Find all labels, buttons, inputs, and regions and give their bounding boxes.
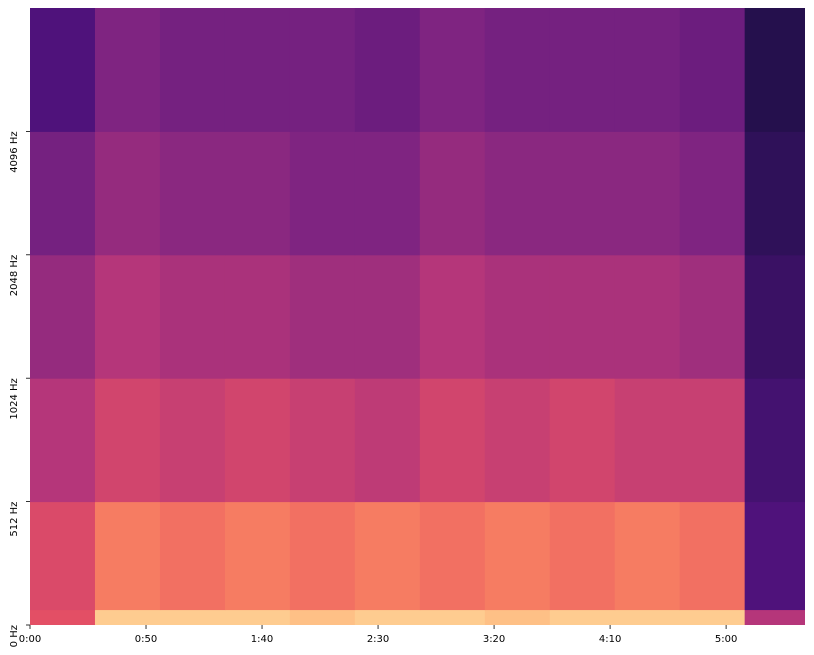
cell <box>484 609 551 625</box>
cell <box>354 609 421 625</box>
cell <box>484 8 551 132</box>
cell <box>549 378 616 503</box>
cell <box>224 501 291 611</box>
cell <box>614 378 681 503</box>
cell <box>484 131 551 256</box>
cell <box>419 609 486 625</box>
cell <box>419 131 486 256</box>
cell <box>30 8 96 132</box>
cell <box>419 378 486 503</box>
cell <box>679 378 746 503</box>
cell <box>614 8 681 132</box>
cell <box>159 609 226 625</box>
cell <box>30 378 96 503</box>
cell <box>354 378 421 503</box>
cell <box>30 254 96 379</box>
cell <box>679 254 746 379</box>
cell <box>419 254 486 379</box>
cell <box>159 378 226 503</box>
cell <box>484 378 551 503</box>
cell <box>419 501 486 611</box>
y-tick-label: 0 Hz <box>9 625 20 647</box>
cell <box>94 609 161 625</box>
cell <box>224 131 291 256</box>
cell <box>614 131 681 256</box>
x-tick-label: 0:00 <box>19 634 41 645</box>
cell <box>549 254 616 379</box>
cell <box>614 254 681 379</box>
cell <box>614 501 681 611</box>
cell <box>224 8 291 132</box>
cell <box>289 254 356 379</box>
cell <box>159 254 226 379</box>
cell <box>679 131 746 256</box>
cell <box>744 609 805 625</box>
cell <box>549 501 616 611</box>
cell <box>744 8 805 132</box>
x-tick-label: 4:10 <box>599 634 621 645</box>
cell <box>679 609 746 625</box>
cell <box>744 378 805 503</box>
cell <box>289 131 356 256</box>
cell <box>224 378 291 503</box>
cell <box>289 609 356 625</box>
y-tick-label: 2048 Hz <box>9 255 20 296</box>
cell <box>289 8 356 132</box>
y-tick-label: 1024 Hz <box>9 378 20 419</box>
cell <box>159 131 226 256</box>
cell <box>354 8 421 132</box>
cell <box>289 501 356 611</box>
cell <box>159 8 226 132</box>
cell <box>94 254 161 379</box>
cell <box>744 254 805 379</box>
cell <box>30 501 96 611</box>
cell <box>94 8 161 132</box>
cell <box>549 609 616 625</box>
cell <box>30 609 96 625</box>
cell <box>679 501 746 611</box>
cell <box>159 501 226 611</box>
cell <box>354 131 421 256</box>
x-tick-label: 2:30 <box>367 634 389 645</box>
cell <box>224 254 291 379</box>
cell <box>224 609 291 625</box>
x-tick-label: 0:50 <box>135 634 157 645</box>
spectrogram <box>30 8 805 625</box>
cell <box>549 131 616 256</box>
cell <box>614 609 681 625</box>
cell <box>354 254 421 379</box>
cell <box>94 378 161 503</box>
cell <box>484 254 551 379</box>
y-tick-label: 512 Hz <box>9 502 20 537</box>
cell <box>484 501 551 611</box>
cell <box>94 501 161 611</box>
cell <box>354 501 421 611</box>
cell <box>679 8 746 132</box>
y-tick-label: 4096 Hz <box>9 131 20 172</box>
cell <box>744 501 805 611</box>
cell <box>289 378 356 503</box>
x-tick-label: 5:00 <box>715 634 737 645</box>
cell <box>30 131 96 256</box>
cell <box>94 131 161 256</box>
cell <box>744 131 805 256</box>
x-tick-label: 3:20 <box>483 634 505 645</box>
x-tick-label: 1:40 <box>251 634 273 645</box>
cell <box>419 8 486 132</box>
cell <box>549 8 616 132</box>
